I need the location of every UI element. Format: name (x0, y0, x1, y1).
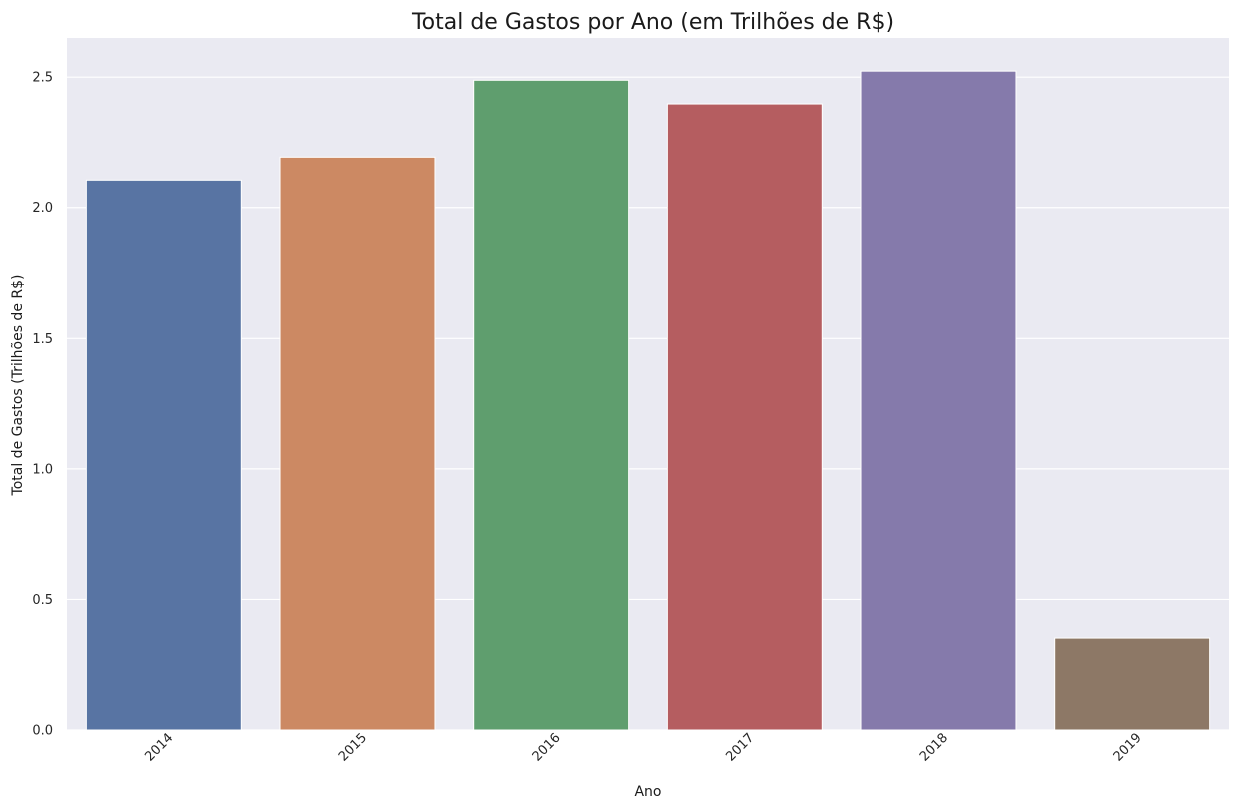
y-axis-ticks: 0.0 0.5 1.0 1.5 2.0 2.5 (32, 71, 53, 739)
bar-2017 (666, 103, 823, 731)
y-tick-label: 1.5 (32, 332, 53, 347)
bar-2016 (473, 79, 630, 731)
bar-2015 (279, 156, 436, 731)
bar-2018 (860, 70, 1017, 731)
x-tick-label: 2014 (142, 731, 176, 765)
plot-area (67, 38, 1229, 730)
y-tick-label: 0.0 (32, 724, 53, 739)
x-tick-label: 2018 (917, 731, 951, 765)
y-tick-label: 2.5 (32, 71, 53, 86)
y-gridlines (67, 76, 1229, 731)
bars-group (85, 70, 1211, 731)
x-tick-label: 2015 (336, 731, 370, 765)
x-tick-label: 2019 (1111, 731, 1145, 765)
x-tick-label: 2016 (530, 731, 564, 765)
y-tick-label: 1.0 (32, 462, 53, 477)
x-axis-ticks: 2014 2015 2016 2017 2018 2019 (142, 731, 1144, 765)
y-tick-label: 2.0 (32, 201, 53, 216)
bar-2019 (1054, 637, 1211, 731)
x-axis-label: Ano (634, 784, 661, 800)
chart-title: Total de Gastos por Ano (em Trilhões de … (411, 10, 894, 35)
x-tick-label: 2017 (723, 731, 757, 765)
y-axis-label: Total de Gastos (Trilhões de R$) (10, 275, 26, 497)
bar-2014 (85, 179, 242, 731)
y-tick-label: 0.5 (32, 593, 53, 608)
